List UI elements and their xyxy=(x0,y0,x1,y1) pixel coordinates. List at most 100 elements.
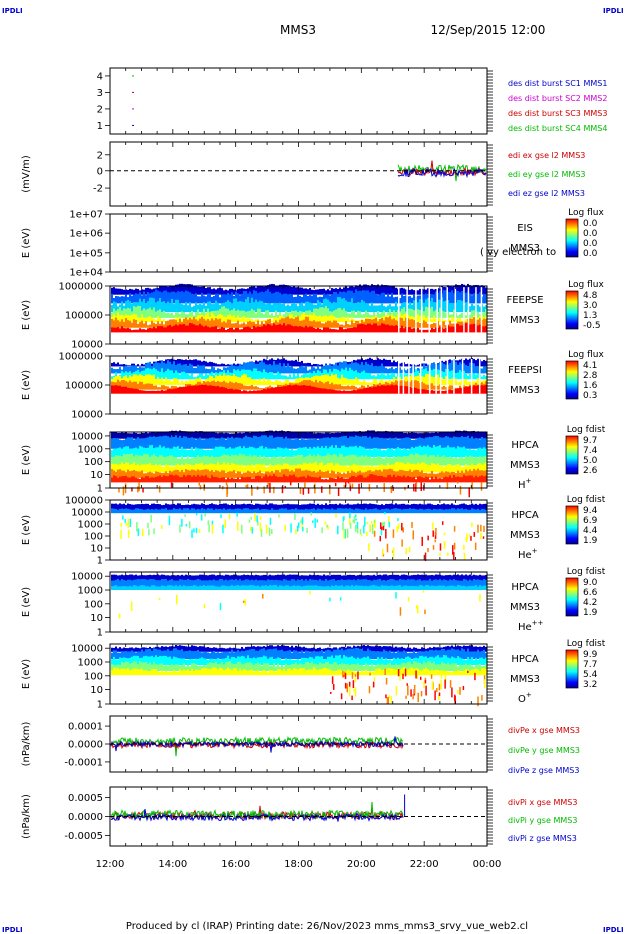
spectro-cell xyxy=(127,462,129,473)
spectro-cell xyxy=(443,585,445,590)
spectro-cell xyxy=(293,579,295,587)
spectro-cell xyxy=(209,574,211,581)
spectro-cell xyxy=(185,508,187,514)
count-speck xyxy=(265,524,268,534)
spectro-cell xyxy=(427,307,429,318)
spectro-cell xyxy=(145,575,147,581)
spectro-cell xyxy=(411,447,413,458)
spectro-cell xyxy=(439,437,441,449)
spectro-cell xyxy=(443,477,445,483)
spectro-cell xyxy=(313,574,315,581)
spectro-cell xyxy=(485,470,487,478)
spectro-cell xyxy=(131,504,133,511)
spectro-cell xyxy=(345,473,347,478)
spectro-cell xyxy=(189,359,191,367)
spectro-cell xyxy=(197,438,199,449)
spectro-cell xyxy=(473,323,475,333)
spectro-cell xyxy=(383,431,385,439)
spectro-cell xyxy=(233,433,235,439)
spectro-cell xyxy=(155,463,157,473)
spectro-cell xyxy=(391,439,393,449)
spectro-cell xyxy=(153,307,155,318)
spectro-cell xyxy=(205,450,207,458)
spectro-cell xyxy=(247,436,249,449)
spectro-cell xyxy=(229,381,231,390)
spectro-cell xyxy=(155,320,157,322)
spectro-cell xyxy=(151,375,153,385)
spectro-cell xyxy=(121,364,123,367)
spectro-cell xyxy=(345,585,347,590)
spectro-cell xyxy=(183,474,185,483)
spectro-cell xyxy=(441,390,443,394)
spectro-cell xyxy=(161,436,163,449)
spectro-cell xyxy=(275,387,277,394)
spectro-cell xyxy=(347,579,349,587)
spectro-cell xyxy=(261,575,263,581)
spectro-cell xyxy=(455,361,457,374)
spectro-cell xyxy=(309,447,311,458)
spectro-cell xyxy=(309,503,311,511)
spectro-cell xyxy=(251,384,253,390)
spectro-cell xyxy=(315,433,317,439)
spectro-cell xyxy=(449,431,451,439)
spectro-cell xyxy=(307,289,309,295)
spectro-cell xyxy=(285,386,287,394)
spectro-cell xyxy=(461,585,463,590)
count-speck xyxy=(337,487,340,496)
spectro-cell xyxy=(323,586,325,590)
spectro-cell xyxy=(381,372,383,380)
spectro-cell xyxy=(363,379,365,385)
spectro-cell xyxy=(141,477,143,483)
spectro-cell xyxy=(253,386,255,390)
spectro-cell xyxy=(419,445,421,458)
spectro-cell xyxy=(485,575,487,581)
spectro-cell xyxy=(365,455,367,466)
spectro-cell xyxy=(453,585,455,590)
spectro-cell xyxy=(217,456,219,466)
spectro-cell xyxy=(261,464,263,473)
spectro-cell xyxy=(467,431,469,439)
spectro-cell xyxy=(353,509,355,514)
spectro-cell xyxy=(375,508,377,514)
spectro-cell xyxy=(185,317,187,328)
count-speck xyxy=(328,484,331,495)
spectro-cell xyxy=(459,430,461,439)
spectro-cell xyxy=(345,321,347,328)
spectro-cell xyxy=(267,457,269,466)
spectro-cell xyxy=(417,367,419,374)
spectro-cell xyxy=(315,293,317,304)
count-speck xyxy=(390,485,393,494)
spectro-cell xyxy=(441,478,443,483)
spectro-cell xyxy=(417,470,419,478)
spectro-cell xyxy=(353,431,355,439)
spectro-cell xyxy=(349,379,351,385)
spectro-cell xyxy=(129,328,131,333)
spectro-cell xyxy=(141,301,143,313)
spectro-cell xyxy=(359,574,361,581)
count-speck xyxy=(228,513,231,520)
spectro-cell xyxy=(185,449,187,458)
spectro-cell xyxy=(265,387,267,390)
spectro-cell xyxy=(367,456,369,466)
data-gap xyxy=(428,358,431,394)
spectro-cell xyxy=(375,359,377,367)
spectro-cell xyxy=(313,367,315,374)
spectro-cell xyxy=(213,437,215,449)
data-gap xyxy=(475,287,477,333)
spectro-cell xyxy=(113,463,115,473)
spectro-cell xyxy=(463,360,465,367)
spectro-cell xyxy=(331,508,333,514)
spectro-cell xyxy=(201,469,203,478)
spectro-cell xyxy=(127,454,129,466)
spectro-cell xyxy=(279,319,281,328)
spectro-cell xyxy=(343,386,345,390)
spectro-cell xyxy=(465,430,467,439)
spectro-cell xyxy=(313,454,315,466)
spectro-cell xyxy=(261,504,263,511)
spectro-cell xyxy=(301,464,303,473)
spectro-cell xyxy=(193,457,195,466)
spectro-cell xyxy=(451,471,453,478)
spectro-cell xyxy=(389,468,391,478)
spectro-cell xyxy=(455,436,457,449)
spectro-cell xyxy=(481,385,483,394)
